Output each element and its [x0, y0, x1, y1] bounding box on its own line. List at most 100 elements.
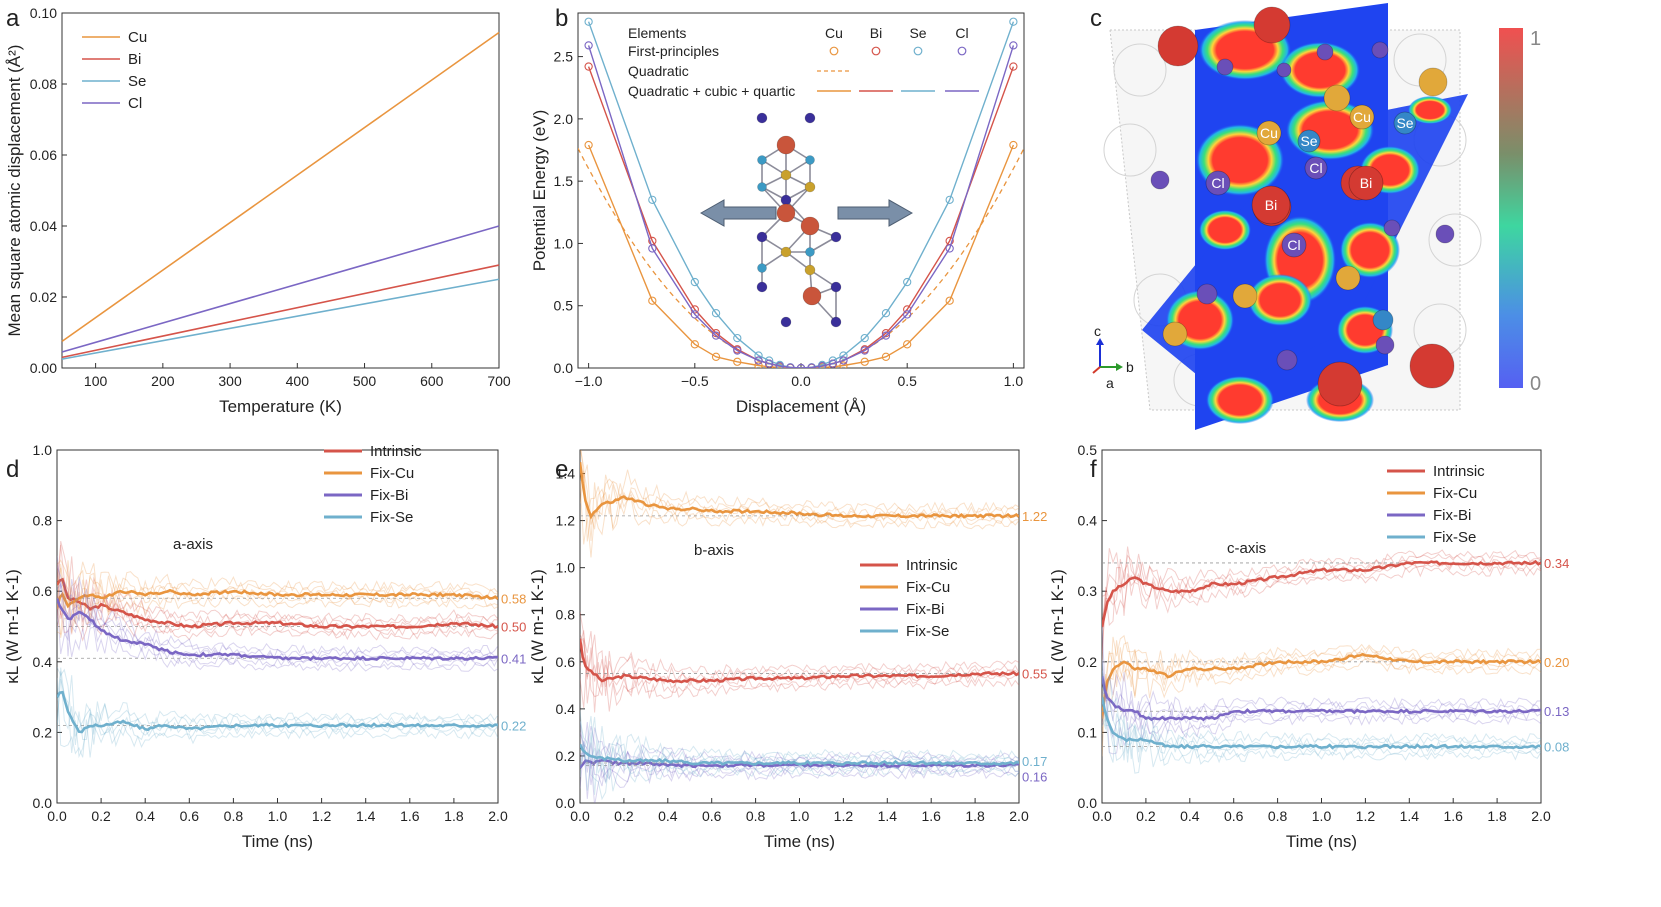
fp-point-cl	[775, 361, 784, 368]
legend-row-label: Quadratic	[628, 63, 689, 79]
atom-label: Cl	[1309, 160, 1322, 176]
run-line-intrinsic	[57, 580, 498, 637]
fp-point-cl	[860, 346, 869, 355]
atom-se	[757, 263, 767, 273]
legend-label: Fix-Bi	[370, 487, 408, 504]
final-value-label: 0.55	[1022, 667, 1047, 682]
fp-point-cl	[818, 361, 827, 368]
y-tick-label: 0.02	[30, 289, 57, 305]
fp-point-se	[584, 17, 593, 26]
plot-area	[578, 17, 1024, 368]
x-tick-label: 2.0	[1009, 808, 1029, 824]
run-line-fix-bi	[1102, 670, 1541, 755]
fp-point-bi	[1009, 62, 1018, 71]
run-line-intrinsic	[57, 544, 498, 623]
fp-point-cu	[945, 296, 954, 305]
legend-column-cl: Cl	[955, 25, 968, 41]
atom-se	[805, 155, 815, 165]
run-line-fix-se	[580, 716, 1019, 767]
fp-point-cu	[860, 357, 869, 366]
legend-column-cu: Cu	[825, 25, 843, 41]
x-tick-label: 0.6	[180, 808, 200, 824]
run-line-intrinsic	[1102, 566, 1541, 664]
panel-label-d: d	[6, 456, 19, 483]
x-tick-label: 1.2	[312, 808, 332, 824]
fp-point-cl	[903, 310, 912, 319]
x-tick-label: 400	[286, 373, 310, 389]
legend-marker-se	[913, 46, 923, 56]
fp-point-cl	[881, 331, 891, 340]
quadratic-fit-cu	[578, 148, 1024, 368]
atom-sphere	[1409, 343, 1455, 389]
fp-point-cl	[584, 41, 593, 50]
y-tick-label: 0.6	[556, 654, 576, 670]
right-arrow-icon	[837, 199, 914, 227]
panel-f-chart: 0.0 0.2 0.4 0.6 0.8 1.0 1.2 1.4 1.6 1.8 2.0 0.0 0.1 0…	[1048, 442, 1569, 851]
y-tick-label: 1.4	[556, 466, 576, 482]
density-blob	[1199, 210, 1251, 250]
labelled-atom	[1256, 120, 1282, 146]
labelled-atom	[1304, 156, 1328, 180]
fp-point-cu	[1009, 140, 1018, 150]
series-line-bi	[61, 264, 500, 359]
legend-label: Fix-Se	[1433, 529, 1476, 546]
x-tick-label: 300	[218, 373, 242, 389]
x-axis-label: Temperature (K)	[219, 397, 342, 416]
atom-bi	[776, 203, 796, 223]
y-axis-label: Mean square atomic displacement (Å²)	[5, 45, 24, 337]
mean-line-intrinsic	[1102, 559, 1541, 628]
fp-point-cu	[754, 361, 763, 368]
y-tick-label: 0.5	[554, 298, 574, 314]
fp-point-se	[648, 195, 657, 204]
run-line-intrinsic	[580, 611, 1019, 704]
run-line-fix-cu	[57, 588, 498, 638]
x-tick-label: 0.0	[1092, 808, 1112, 824]
atom-cl	[756, 231, 768, 243]
atom-sphere	[1335, 265, 1361, 291]
fp-point-bi	[881, 328, 891, 338]
y-tick-label: 2.0	[554, 111, 574, 127]
atom-sphere	[1216, 58, 1234, 76]
x-tick-label: 0.5	[897, 373, 917, 389]
y-tick-label: 0.08	[30, 76, 57, 92]
fp-point-bi	[584, 62, 593, 71]
plot-area	[580, 450, 1019, 803]
fit-curve-cu	[587, 144, 1015, 368]
y-tick-label: 0.2	[556, 748, 576, 764]
x-axis-label: Displacement (Å)	[736, 397, 866, 416]
axis-c-label: c	[1094, 323, 1101, 339]
panel-b-chart: −1.0 −0.5 0.0 0.5 1.0 0.0 0.5 1.0 1.5 2.0 2.5 Displ…	[530, 12, 1025, 416]
x-tick-label: −0.5	[681, 373, 709, 389]
run-line-fix-bi	[57, 600, 498, 673]
y-tick-label: 0.0	[554, 360, 574, 376]
run-line-fix-cu	[57, 560, 498, 616]
atom-sphere	[1276, 349, 1298, 371]
mean-line-intrinsic	[57, 577, 498, 630]
run-line-fix-se	[580, 721, 1019, 801]
axis-b-label: b	[1126, 359, 1134, 375]
fp-point-se	[860, 333, 869, 343]
run-line-fix-bi	[580, 740, 1019, 803]
y-tick-label: 0.4	[1078, 513, 1098, 529]
y-tick-label: 0.06	[30, 147, 57, 163]
run-line-fix-bi	[580, 721, 1019, 769]
legend-label: Fix-Se	[370, 509, 413, 526]
axis-annotation: a-axis	[173, 536, 213, 553]
atom-sphere	[1383, 219, 1401, 237]
run-line-intrinsic	[57, 610, 498, 642]
run-line-fix-cu	[580, 480, 1019, 558]
legend-marker-cl	[957, 46, 967, 56]
atom-sphere	[1232, 283, 1258, 309]
atom-sphere	[1162, 321, 1188, 347]
y-tick-label: 1.0	[33, 442, 53, 458]
x-tick-label: 1.8	[965, 808, 985, 824]
run-line-intrinsic	[57, 540, 498, 628]
x-tick-label: 0.8	[224, 808, 244, 824]
fp-point-cl	[828, 359, 838, 368]
density-blob	[1248, 274, 1312, 326]
y-tick-label: 0.8	[33, 513, 53, 529]
final-value-label: 0.08	[1544, 740, 1569, 755]
mean-line-fix-se	[1102, 697, 1541, 750]
atom-label: Se	[1300, 133, 1317, 149]
run-line-fix-se	[57, 677, 498, 758]
